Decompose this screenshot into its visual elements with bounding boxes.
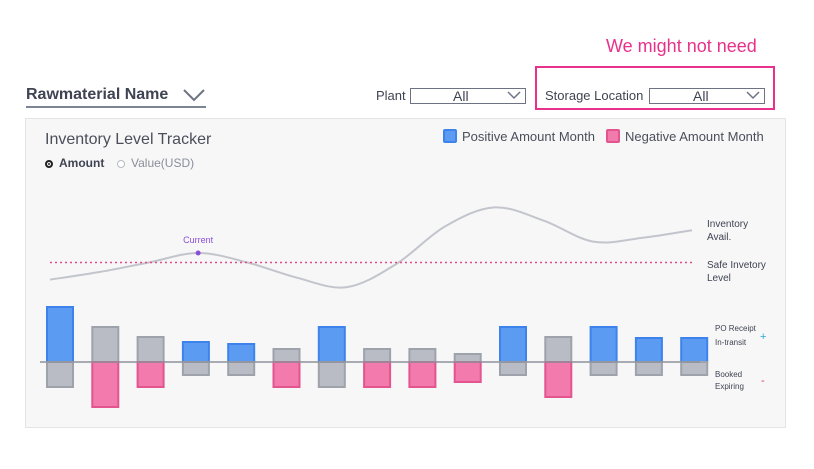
bar-down-9 bbox=[408, 361, 437, 388]
legend-positive: Positive Amount Month bbox=[443, 129, 595, 144]
inventory-avail-line bbox=[49, 206, 693, 289]
plant-select-value: All bbox=[453, 88, 469, 104]
legend-positive-label: Positive Amount Month bbox=[462, 129, 595, 144]
radio-amount[interactable]: Amount bbox=[45, 156, 104, 170]
bar-down-10 bbox=[453, 361, 482, 383]
bar-up-15 bbox=[680, 337, 709, 363]
inventory-label-line2: Avail. bbox=[707, 232, 731, 243]
annotation-note: We might not need bbox=[606, 36, 757, 56]
legend-swatch-negative bbox=[606, 129, 620, 143]
bar-down-2 bbox=[91, 361, 120, 408]
bar-down-14 bbox=[634, 361, 663, 376]
bar-up-5 bbox=[227, 343, 256, 363]
bar-up-4 bbox=[181, 341, 210, 363]
chart-title: Inventory Level Tracker bbox=[45, 131, 212, 148]
storage-location-label: Storage Location bbox=[545, 88, 644, 103]
bar-down-11 bbox=[499, 361, 527, 376]
chevron-down-icon bbox=[746, 91, 760, 100]
booked-label-line1: Booked bbox=[715, 370, 742, 379]
bar-down-8 bbox=[363, 361, 392, 388]
storage-location-select-value: All bbox=[693, 88, 709, 104]
bar-down-6 bbox=[272, 361, 301, 388]
chevron-down-icon bbox=[507, 91, 521, 100]
current-point bbox=[195, 250, 201, 256]
legend-negative-label: Negative Amount Month bbox=[625, 129, 764, 144]
booked-label-line2: Expiring bbox=[715, 382, 744, 391]
bar-up-13 bbox=[589, 326, 618, 363]
minus-icon: - bbox=[761, 375, 765, 387]
bar-down-5 bbox=[227, 361, 256, 376]
inventory-label-line1: Inventory bbox=[707, 219, 748, 230]
safe-label-line2: Level bbox=[707, 273, 731, 284]
legend-swatch-positive bbox=[443, 129, 457, 143]
bar-down-1 bbox=[46, 361, 74, 388]
radio-unselected-icon bbox=[117, 160, 125, 168]
current-label: Current bbox=[183, 235, 214, 245]
bar-up-12 bbox=[544, 336, 573, 363]
plant-label: Plant bbox=[376, 88, 406, 103]
bar-up-8 bbox=[363, 348, 392, 363]
bar-up-1 bbox=[46, 306, 74, 363]
bar-up-6 bbox=[272, 348, 301, 363]
bar-up-3 bbox=[136, 336, 165, 363]
radio-value-usd-label: Value(USD) bbox=[131, 156, 195, 170]
annotation-highlight-box bbox=[535, 66, 775, 110]
bar-up-14 bbox=[634, 337, 663, 363]
po-receipt-label-line1: PO Receipt bbox=[715, 324, 757, 333]
bar-down-13 bbox=[589, 361, 618, 376]
po-receipt-label-line2: In-transit bbox=[715, 338, 747, 347]
bar-up-7 bbox=[317, 326, 346, 363]
radio-amount-label: Amount bbox=[59, 156, 105, 170]
bar-up-11 bbox=[499, 326, 527, 363]
storage-location-select[interactable]: All bbox=[649, 88, 765, 104]
bar-down-15 bbox=[680, 361, 709, 376]
safe-label-line1: Safe Invetory bbox=[707, 260, 766, 271]
bar-up-10 bbox=[453, 353, 482, 363]
bar-down-7 bbox=[317, 361, 346, 388]
bar-up-2 bbox=[91, 326, 120, 363]
bar-up-9 bbox=[408, 348, 437, 363]
radio-value-usd[interactable]: Value(USD) bbox=[117, 156, 194, 170]
bar-down-4 bbox=[181, 361, 210, 376]
plant-select[interactable]: All bbox=[410, 88, 526, 104]
radio-selected-icon bbox=[45, 160, 53, 168]
bar-down-3 bbox=[136, 361, 165, 388]
chevron-down-icon bbox=[183, 89, 205, 102]
rawmaterial-dropdown[interactable]: Rawmaterial Name bbox=[26, 84, 206, 108]
legend-negative: Negative Amount Month bbox=[606, 129, 764, 144]
bar-down-12 bbox=[544, 361, 573, 398]
plus-icon: + bbox=[760, 331, 766, 343]
rawmaterial-label: Rawmaterial Name bbox=[26, 86, 169, 103]
